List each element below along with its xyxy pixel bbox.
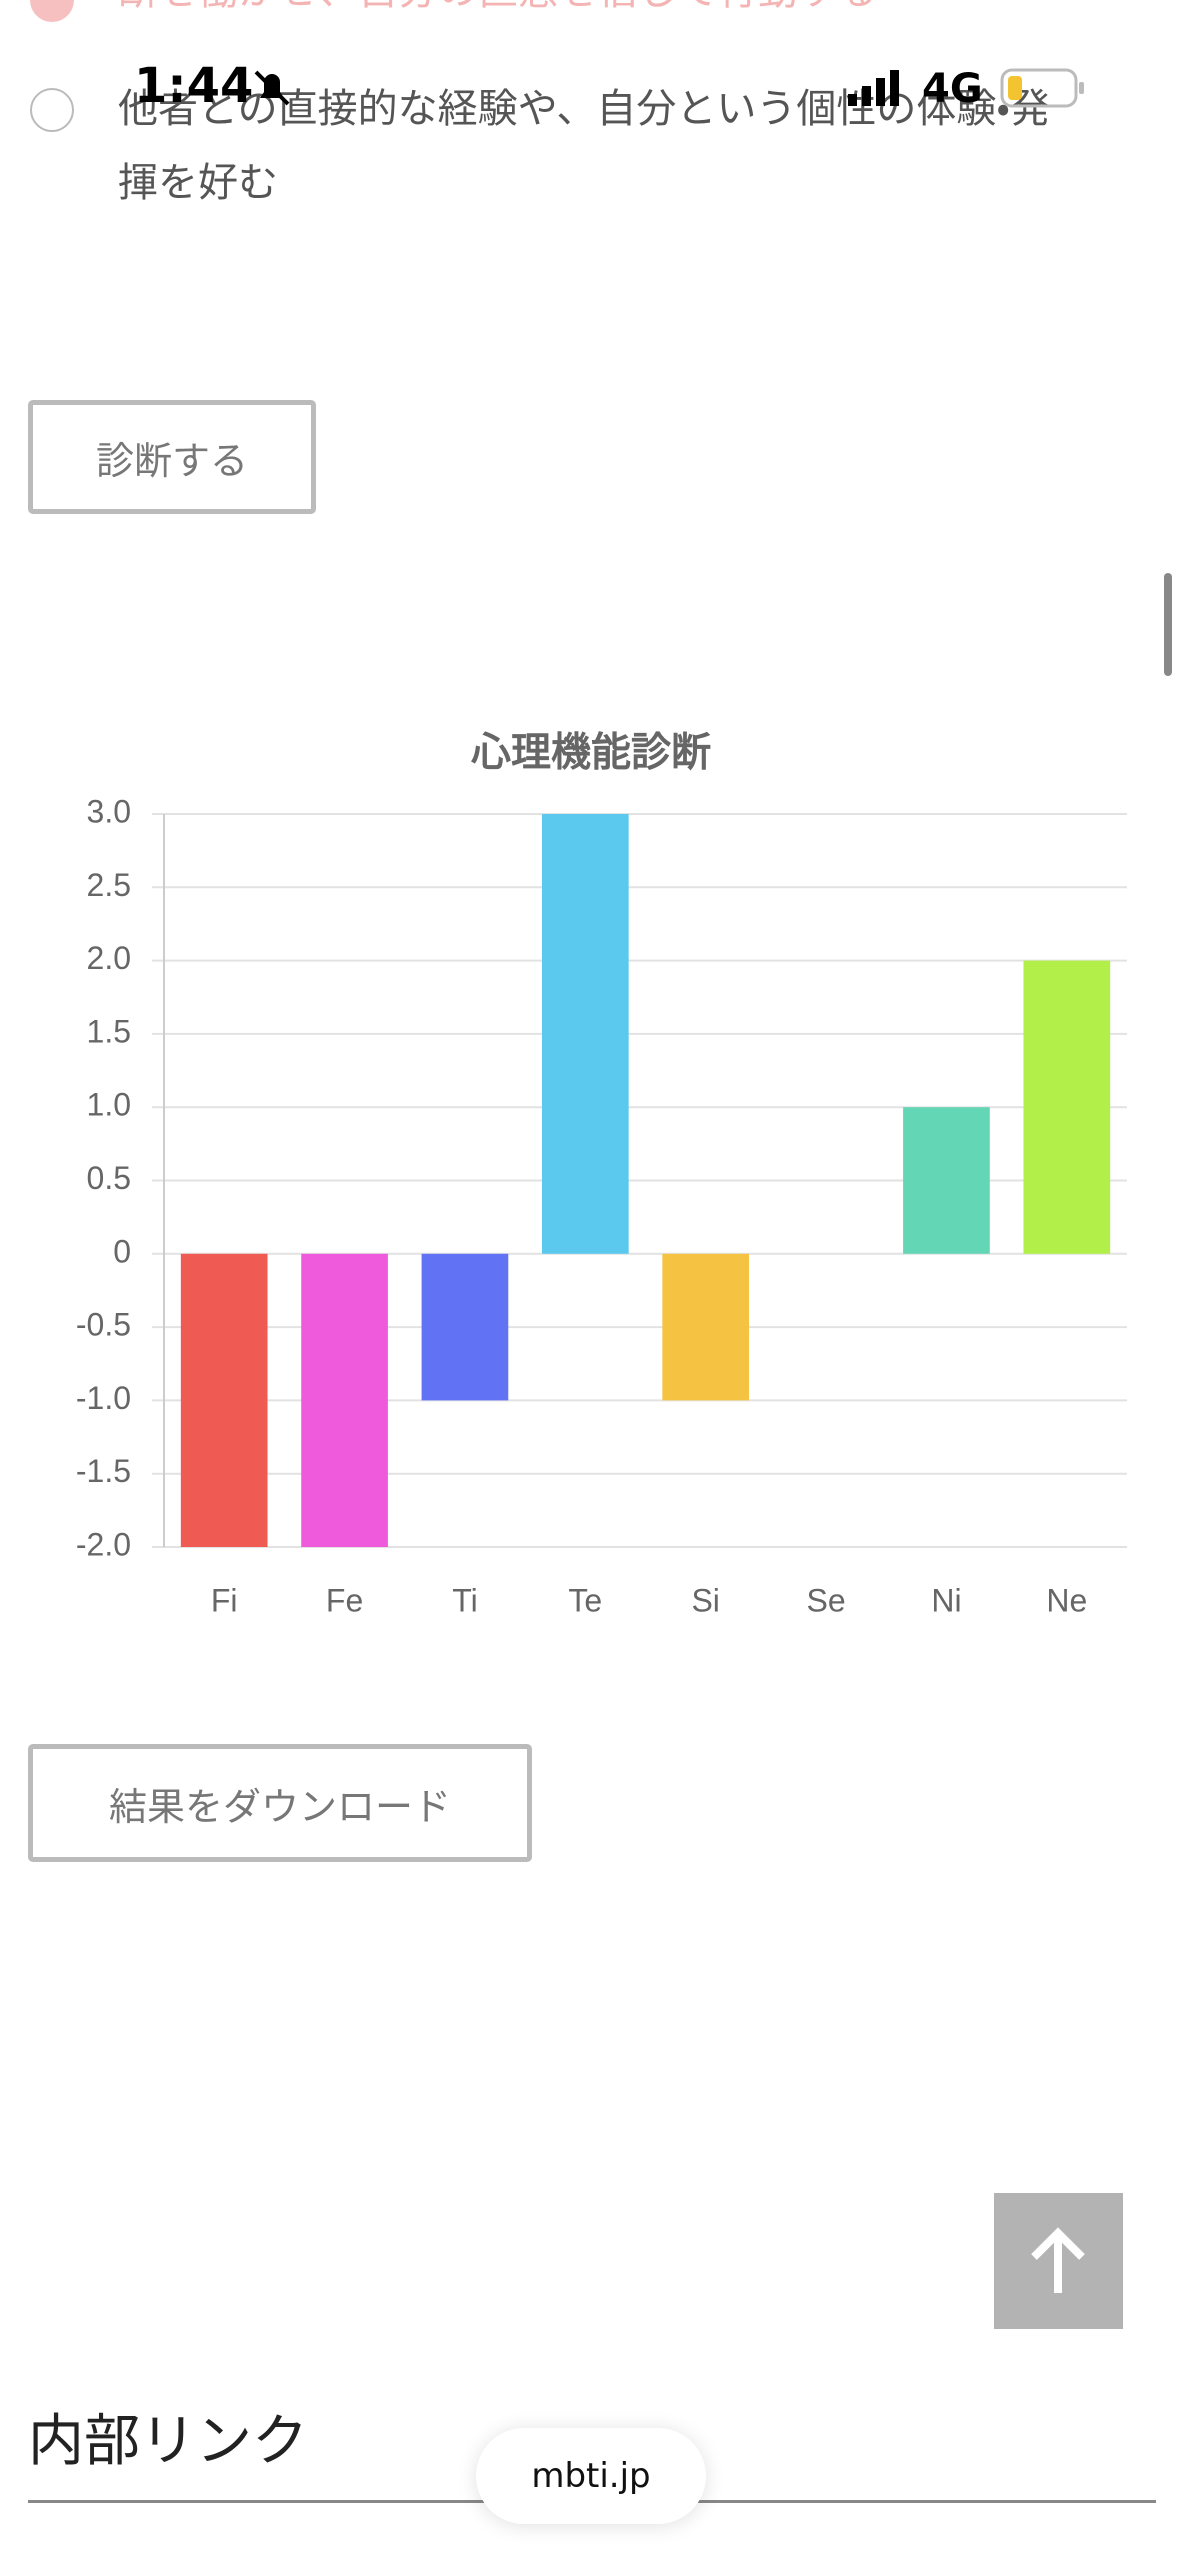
- y-tick-label: -1.0: [76, 1380, 131, 1416]
- bar: [421, 1253, 509, 1401]
- y-tick-label: -2.0: [76, 1526, 131, 1562]
- section-heading: 内部リンク: [28, 2409, 308, 2474]
- y-tick-label: 1.0: [87, 1087, 131, 1123]
- x-tick-label: Fi: [211, 1582, 238, 1618]
- y-tick-label: 0: [113, 1233, 131, 1269]
- x-tick-label: Si: [691, 1582, 719, 1618]
- y-tick-label: 3.0: [87, 793, 131, 829]
- url-pill[interactable]: mbti.jp: [476, 2428, 706, 2524]
- x-tick-label: Te: [568, 1582, 602, 1618]
- signal-icon: [848, 70, 899, 106]
- bar: [301, 1253, 388, 1547]
- y-tick-label: -0.5: [76, 1307, 131, 1343]
- network-label: 4G: [922, 66, 983, 112]
- x-tick-label: Fe: [326, 1582, 363, 1618]
- diagnose-button[interactable]: 診断する: [28, 400, 316, 514]
- x-tick-label: Ne: [1046, 1582, 1087, 1618]
- x-tick-label: Ti: [452, 1582, 477, 1618]
- radio-selected[interactable]: [30, 0, 74, 22]
- scroll-top-button[interactable]: [994, 2193, 1123, 2329]
- bar: [662, 1253, 750, 1401]
- x-tick-label: Ni: [931, 1582, 961, 1618]
- mute-icon: [254, 70, 290, 106]
- battery-icon: [1000, 68, 1084, 108]
- y-tick-label: 2.0: [87, 940, 131, 976]
- y-tick-label: 0.5: [87, 1160, 131, 1196]
- bar: [541, 814, 629, 1254]
- bar: [1023, 960, 1111, 1254]
- option-text: 断を働かせ、自分の直感を信じて行動する: [118, 0, 878, 28]
- y-tick-label: 2.5: [87, 867, 131, 903]
- status-time: 1:44: [134, 58, 254, 114]
- scrollbar: [1164, 573, 1172, 676]
- download-button[interactable]: 結果をダウンロード: [28, 1744, 532, 1862]
- x-tick-label: Se: [806, 1582, 845, 1618]
- chart: 心理機能診断 -2.0 -1.5 -1.0 -0.5 0 0.5 1.0 1.5 2.0 2.5 3…: [76, 731, 1127, 1618]
- chart-title: 心理機能診断: [471, 731, 711, 775]
- bar: [180, 1253, 268, 1547]
- radio[interactable]: [30, 88, 74, 132]
- y-tick-label: -1.5: [76, 1453, 131, 1489]
- bar: [903, 1107, 990, 1254]
- y-tick-label: 1.5: [87, 1013, 131, 1049]
